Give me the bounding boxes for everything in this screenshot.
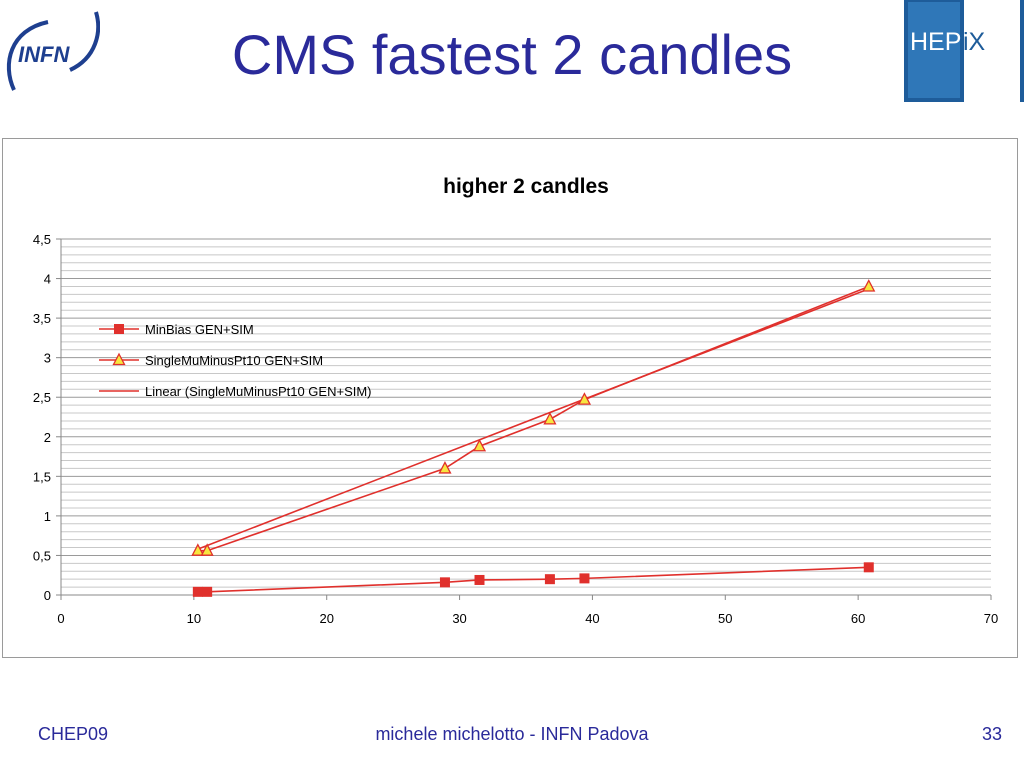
point-marker	[544, 574, 555, 585]
y-tick-label: 0,5	[33, 548, 51, 563]
legend-marker	[114, 324, 124, 334]
point-marker	[577, 392, 592, 405]
point-marker	[191, 543, 205, 556]
legend-label: SingleMuMinusPt10 GEN+SIM	[145, 353, 323, 368]
chart-title: higher 2 candles	[443, 175, 609, 198]
x-tick-label: 40	[585, 611, 599, 626]
point-marker	[202, 586, 213, 597]
legend-label: Linear (SingleMuMinusPt10 GEN+SIM)	[145, 384, 372, 399]
legend-label: MinBias GEN+SIM	[145, 322, 254, 337]
footer-event: CHEP09	[38, 724, 109, 744]
point-marker	[200, 543, 214, 556]
point-marker	[543, 411, 557, 425]
x-tick-label: 60	[851, 611, 865, 626]
x-tick-label: 30	[452, 611, 466, 626]
y-tick-label: 1	[44, 509, 51, 524]
x-tick-label: 70	[984, 611, 998, 626]
y-tick-label: 3,5	[33, 311, 51, 326]
y-tick-label: 4,5	[33, 232, 51, 247]
point-marker	[439, 577, 450, 588]
point-marker	[579, 573, 590, 584]
footer-page-number: 33	[981, 724, 1002, 744]
chart: higher 2 candles 0 0,5 1 1,5 2 2,5 3 3,5 4 4,5 0 10 2…	[33, 175, 998, 626]
x-tick-label: 20	[319, 611, 333, 626]
point-marker	[438, 461, 452, 474]
x-tick-label: 10	[187, 611, 201, 626]
y-tick-label: 1,5	[33, 469, 51, 484]
y-tick-label: 4	[44, 272, 51, 287]
point-marker	[863, 562, 874, 573]
hepix-logo-main: HEP	[910, 28, 961, 56]
point-marker	[472, 438, 487, 452]
x-tick-label: 50	[718, 611, 732, 626]
infn-logo-text: INFN	[18, 42, 70, 67]
chart-frame: higher 2 candles 0 0,5 1 1,5 2 2,5 3 3,5 4 4,5 0 10 2…	[2, 138, 1018, 658]
legend-marker	[112, 352, 126, 366]
point-marker	[192, 586, 203, 597]
x-tick-label: 0	[57, 611, 64, 626]
y-tick-label: 2	[44, 430, 51, 445]
series-line	[197, 288, 870, 550]
hepix-logo-accent: iX	[963, 28, 986, 56]
footer-author: michele michelotto - INFN Padova	[375, 724, 649, 744]
slide-title: CMS fastest 2 candles	[231, 23, 793, 86]
y-tick-label: 0	[44, 588, 51, 603]
point-marker	[474, 574, 485, 585]
hepix-logo: HEP iX	[904, 0, 1024, 102]
infn-logo: INFN	[6, 11, 100, 91]
y-tick-label: 2,5	[33, 390, 51, 405]
point-marker	[862, 279, 876, 292]
y-tick-label: 3	[44, 351, 51, 366]
